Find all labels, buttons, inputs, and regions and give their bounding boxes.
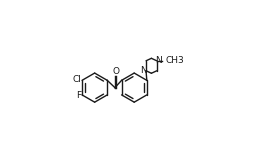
Text: N: N xyxy=(141,66,147,75)
Text: N: N xyxy=(156,56,162,65)
Text: O: O xyxy=(112,67,119,76)
Text: Cl: Cl xyxy=(72,75,81,84)
Text: CH3: CH3 xyxy=(166,56,184,65)
Text: F: F xyxy=(76,91,81,100)
